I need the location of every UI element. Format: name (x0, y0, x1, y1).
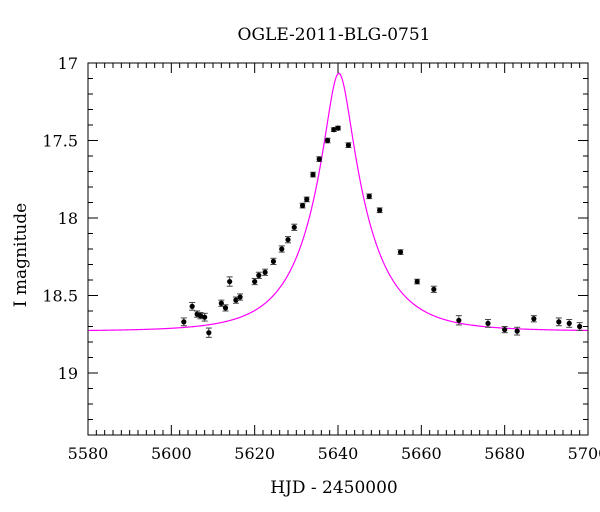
data-point (555, 317, 562, 327)
data-point (222, 304, 229, 312)
data-point (285, 236, 291, 244)
data-marker (345, 142, 352, 148)
data-point (310, 171, 316, 178)
data-point (366, 193, 373, 200)
data-point (255, 271, 262, 279)
data-point (376, 207, 383, 214)
data-marker (335, 125, 341, 131)
data-point (237, 293, 244, 301)
data-point (576, 322, 583, 331)
data-point (330, 127, 337, 133)
data-marker (316, 156, 322, 162)
data-marker (197, 313, 204, 319)
data-marker (299, 203, 306, 209)
data-point (205, 327, 212, 338)
data-point (291, 223, 298, 231)
data-point (345, 142, 352, 148)
data-point (316, 156, 323, 162)
data-marker (310, 172, 316, 178)
data-marker (456, 317, 462, 323)
data-point (430, 285, 437, 293)
chart-title: OGLE-2011-BLG-0751 (238, 25, 431, 45)
data-marker (291, 224, 297, 230)
x-tick-label: 5640 (318, 444, 359, 463)
data-point (303, 196, 310, 203)
data-point (278, 245, 285, 253)
y-axis-label: I magnitude (11, 203, 31, 307)
data-point (485, 319, 491, 328)
data-marker (397, 249, 404, 255)
data-marker (181, 319, 187, 325)
data-point (201, 312, 208, 322)
data-point (299, 202, 306, 209)
data-point (514, 326, 521, 336)
data-marker (279, 246, 285, 252)
data-marker (233, 297, 239, 303)
model-curve (88, 72, 588, 332)
data-marker (531, 316, 537, 322)
x-tick-label: 5620 (234, 444, 275, 463)
data-point (324, 137, 331, 144)
data-marker (324, 137, 331, 144)
data-point (270, 257, 277, 265)
x-tick-label: 5600 (151, 444, 192, 463)
data-marker (556, 319, 562, 325)
data-marker (514, 328, 520, 334)
data-marker (485, 320, 491, 326)
data-point (218, 299, 225, 307)
data-marker (377, 207, 383, 213)
data-point (455, 315, 462, 326)
data-marker (502, 327, 508, 333)
data-point (189, 301, 196, 311)
data-marker (577, 323, 583, 330)
y-tick-label: 17 (58, 54, 78, 73)
data-marker (237, 294, 243, 300)
data-marker (566, 320, 572, 326)
data-marker (256, 272, 262, 278)
data-marker (270, 258, 277, 264)
data-marker (304, 196, 310, 202)
data-point (251, 277, 258, 286)
plot-frame (87, 62, 589, 436)
data-marker (262, 269, 268, 275)
y-tick-label: 18 (58, 209, 78, 228)
data-point (197, 312, 204, 320)
data-marker (252, 278, 258, 285)
data-marker (431, 286, 437, 292)
x-axis-label: HJD - 2450000 (270, 478, 398, 498)
data-point (566, 319, 573, 328)
data-point (180, 317, 187, 327)
data-marker (206, 330, 212, 336)
x-tick-label: 5680 (484, 444, 525, 463)
data-point (226, 276, 233, 287)
y-tick-label: 19 (58, 364, 78, 383)
data-point (501, 326, 508, 334)
y-tick-label: 18.5 (42, 287, 78, 306)
data-marker (331, 127, 337, 133)
y-tick-label: 17.5 (42, 132, 78, 151)
data-point (262, 268, 269, 276)
axes: 5580 5600 5620 5640 5660 5680 5700 17 17.5 18 18.5… (42, 54, 600, 463)
data-point (414, 278, 421, 285)
data-marker (366, 193, 372, 199)
data-marker (222, 305, 229, 311)
data-marker (189, 303, 195, 309)
x-tick-label: 5580 (68, 444, 109, 463)
data-marker (227, 278, 233, 285)
data-point (335, 125, 341, 131)
data-marker (202, 314, 208, 320)
plot-area (88, 72, 588, 338)
data-marker (414, 278, 420, 285)
data-marker (285, 237, 291, 243)
data-point (397, 249, 404, 255)
x-tick-label: 5700 (568, 444, 600, 463)
data-point (530, 315, 537, 323)
x-tick-label: 5660 (401, 444, 442, 463)
